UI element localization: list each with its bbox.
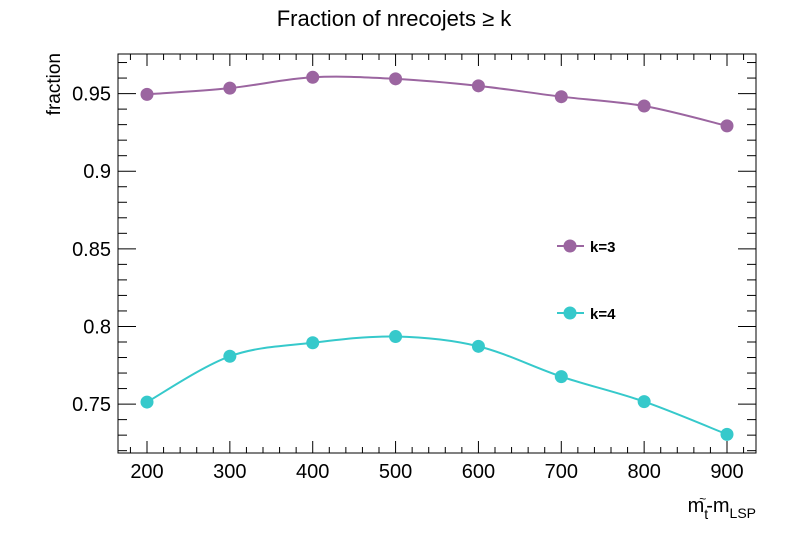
y-tick-label: 0.75 — [72, 394, 111, 416]
x-tick-label: 300 — [213, 461, 246, 483]
x-tick-label: 800 — [627, 461, 660, 483]
x-axis-label-sub2: LSP — [730, 505, 756, 521]
data-point — [554, 90, 568, 104]
plot-frame — [117, 53, 757, 454]
chart-title: Fraction of nrecojets ≥ k — [277, 6, 513, 31]
data-point — [554, 370, 568, 384]
data-point — [637, 99, 651, 113]
y-tick-label: 0.9 — [83, 161, 111, 183]
x-axis-label-sub1: t — [704, 506, 708, 522]
data-point — [471, 339, 485, 353]
data-point — [389, 72, 403, 86]
data-point — [720, 119, 734, 133]
data-point — [306, 336, 320, 350]
x-axis-label-dash: -m — [706, 495, 729, 517]
data-point — [389, 330, 403, 344]
legend-marker — [563, 239, 577, 253]
series-line-0 — [146, 75, 728, 127]
x-axis-label: mt~-mLSP — [688, 492, 756, 522]
data-point — [637, 395, 651, 409]
data-point — [306, 70, 320, 84]
legend-marker — [563, 306, 577, 320]
y-ticks: 0.75 0.8 0.85 0.9 0.95 — [72, 62, 756, 452]
data-point — [720, 427, 734, 441]
series-group — [140, 70, 734, 441]
x-ticks: 200 300 400 500 600 700 800 900 — [129, 54, 745, 483]
data-point — [140, 87, 154, 101]
y-axis-label: fraction — [44, 53, 65, 115]
data-point — [471, 79, 485, 93]
x-tick-label: 600 — [462, 461, 495, 483]
x-tick-label: 700 — [545, 461, 578, 483]
data-point — [140, 395, 154, 409]
y-tick-label: 0.95 — [72, 84, 111, 106]
x-axis-label-main: m — [688, 495, 705, 517]
data-point — [223, 81, 237, 95]
x-tick-label: 400 — [296, 461, 329, 483]
y-tick-label: 0.8 — [83, 316, 111, 338]
x-axis-label-sup1: ~ — [699, 492, 706, 506]
y-tick-label: 0.85 — [72, 239, 111, 261]
x-tick-label: 200 — [130, 461, 163, 483]
legend-label: k=4 — [590, 306, 616, 323]
x-tick-label: 900 — [710, 461, 743, 483]
legend: k=3 k=4 — [557, 239, 616, 323]
data-point — [223, 349, 237, 363]
legend-label: k=3 — [590, 239, 615, 256]
x-tick-label: 500 — [379, 461, 412, 483]
series-line-1 — [146, 335, 728, 436]
